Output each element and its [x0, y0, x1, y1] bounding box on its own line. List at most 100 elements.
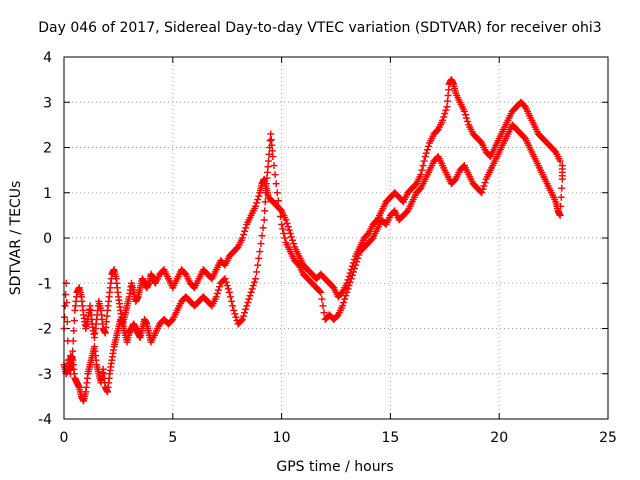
data-point [259, 224, 267, 232]
data-point [350, 265, 358, 273]
data-point [253, 199, 261, 207]
data-point [281, 234, 289, 242]
data-point [346, 278, 354, 286]
data-point [319, 302, 327, 310]
data-point [556, 211, 564, 219]
data-point [242, 224, 250, 232]
data-point [214, 286, 222, 294]
data-point [271, 171, 279, 179]
data-point [269, 153, 277, 161]
x-tick-label: 0 [60, 430, 69, 446]
data-point [353, 258, 361, 266]
data-point [277, 213, 285, 221]
data-point [231, 310, 239, 318]
data-point [272, 180, 280, 188]
data-point [343, 288, 351, 296]
y-tick-label: 0 [43, 231, 52, 247]
data-point [243, 302, 251, 310]
x-tick-label: 5 [168, 430, 177, 446]
data-point [226, 293, 234, 301]
data-point [439, 116, 447, 124]
data-point [213, 289, 221, 297]
data-point [460, 107, 468, 115]
data-point [237, 317, 245, 325]
data-point [69, 347, 77, 355]
data-point [288, 236, 296, 244]
data-point [348, 271, 356, 279]
data-point [558, 162, 566, 170]
data-point [344, 285, 352, 293]
data-point [245, 295, 253, 303]
data-point [285, 226, 293, 234]
data-point [557, 202, 565, 210]
data-point [260, 216, 268, 224]
data-point [341, 295, 349, 303]
data-point [241, 227, 249, 235]
data-point [421, 153, 429, 161]
data-point [254, 196, 262, 204]
data-point [241, 309, 249, 317]
data-point [61, 302, 69, 310]
data-point [224, 285, 232, 293]
data-point [261, 198, 269, 206]
x-tick-label: 20 [490, 430, 508, 446]
data-point [284, 223, 292, 231]
y-tick-label: -4 [38, 412, 52, 428]
data-point [61, 313, 69, 321]
data-point [423, 146, 431, 154]
data-point [419, 162, 427, 170]
data-point [256, 248, 264, 256]
data-point [255, 254, 263, 262]
data-point [283, 219, 291, 227]
data-point [216, 283, 224, 291]
x-tick-label: 10 [273, 430, 291, 446]
data-point [280, 229, 288, 237]
data-point [253, 268, 261, 276]
data-point [418, 166, 426, 174]
data-point [244, 298, 252, 306]
data-point [316, 287, 324, 295]
data-point [463, 114, 471, 122]
data-point [222, 278, 230, 286]
data-point [258, 232, 266, 240]
data-point [255, 192, 263, 200]
data-point [556, 157, 564, 165]
data-point [479, 185, 487, 193]
data-point [247, 288, 255, 296]
data-point [342, 292, 350, 300]
data-point [257, 240, 265, 248]
data-point [345, 282, 353, 290]
data-point [442, 106, 450, 114]
data-point [340, 298, 348, 306]
plot-frame [63, 56, 609, 420]
data-point [230, 306, 238, 314]
data-point [349, 268, 357, 276]
y-axis-label: SDTVAR / TECUs [8, 181, 24, 296]
data-point [251, 275, 259, 283]
data-point [352, 261, 360, 269]
data-point [478, 189, 486, 197]
data-point [440, 113, 448, 121]
data-point [248, 285, 256, 293]
x-axis-label: GPS time / hours [276, 459, 393, 475]
data-point [242, 305, 250, 313]
data-point [265, 150, 273, 158]
y-tick-label: -2 [38, 322, 52, 338]
data-point [279, 225, 287, 233]
data-point [347, 275, 355, 283]
data-point [70, 317, 78, 325]
data-point [318, 295, 326, 303]
data-point [221, 275, 229, 283]
data-point [228, 297, 236, 305]
data-point [464, 117, 472, 125]
data-point [480, 182, 488, 190]
data-point [265, 157, 273, 165]
data-point [62, 291, 70, 299]
data-point [273, 189, 281, 197]
data-point [270, 162, 278, 170]
y-tick-label: 4 [43, 50, 52, 66]
y-tick-label: -3 [38, 367, 52, 383]
data-point [274, 197, 282, 205]
data-point [420, 157, 428, 165]
